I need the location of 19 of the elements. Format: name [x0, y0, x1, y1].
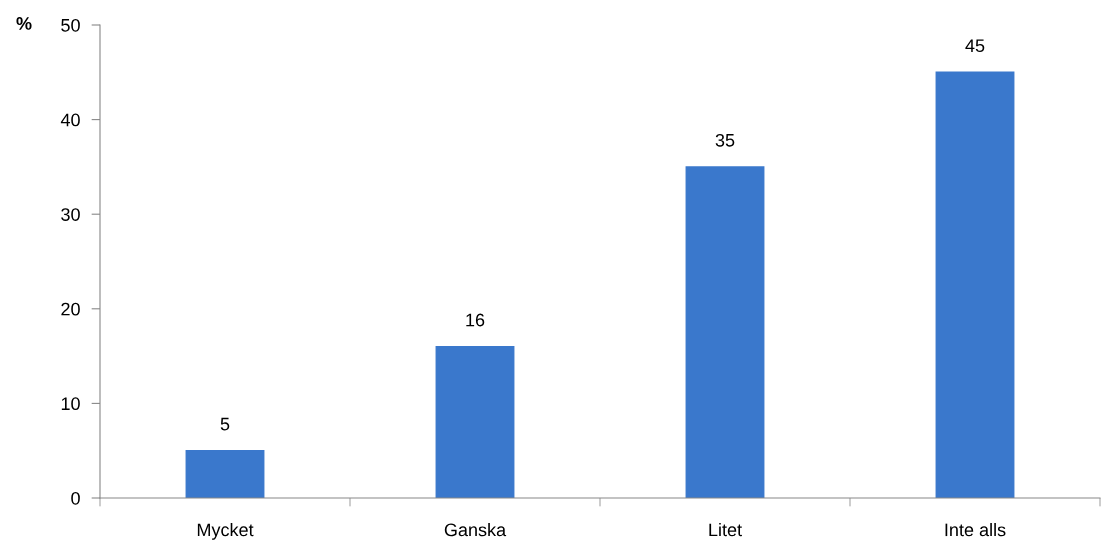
data-label: 5 [220, 417, 230, 431]
y-tick-label: 20 [61, 302, 80, 316]
bar [185, 450, 265, 498]
data-label: 45 [965, 39, 985, 53]
data-label: 35 [715, 133, 735, 147]
x-tick-label: Litet [709, 523, 742, 537]
y-tick-label: 40 [60, 113, 80, 127]
y-axis-title: % [16, 17, 32, 30]
x-tick-label: Inte alls [945, 523, 1006, 537]
x-tick-label: Ganska [444, 523, 507, 537]
bar [685, 166, 765, 498]
y-tick-label: 50 [61, 18, 80, 32]
y-tick-label: 10 [61, 397, 80, 411]
y-tick-label: 30 [61, 208, 80, 221]
y-tick-label: 0 [71, 491, 80, 505]
x-tick-label: Mycket [197, 523, 254, 540]
bar [435, 345, 515, 498]
data-label: 16 [466, 313, 485, 327]
bar [935, 71, 1015, 498]
